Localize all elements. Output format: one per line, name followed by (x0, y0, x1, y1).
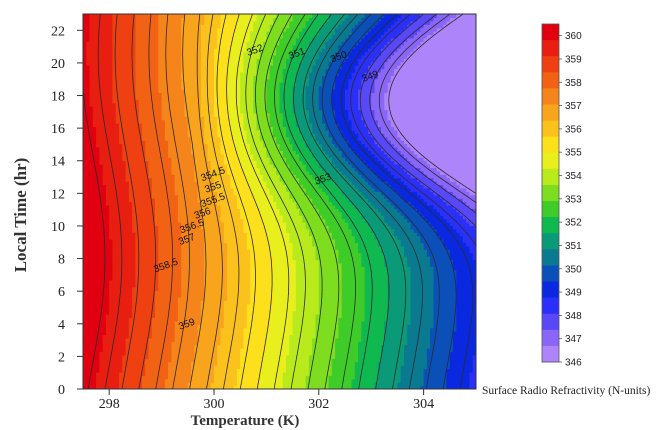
colorbar-tick-label: 347 (565, 334, 582, 345)
contour-line (114, 14, 140, 389)
y-tick-label: 2 (58, 350, 65, 365)
colorbar-swatch (542, 104, 559, 122)
contour-line (245, 14, 306, 389)
colorbar-tick-label: 358 (565, 78, 582, 89)
colorbar-label: Surface Radio Refractivity (N-units) (482, 385, 650, 397)
colorbar-tick-label: 348 (565, 311, 582, 322)
contour-label: 357 (177, 232, 197, 248)
y-tick-label: 12 (51, 187, 65, 202)
colorbar-swatch (542, 201, 559, 218)
colorbar-swatch (542, 233, 559, 250)
colorbar-swatch (542, 313, 559, 331)
y-tick-label: 8 (58, 253, 65, 268)
plot-axes: 298 300 302 304 0 2 4 6 8 10 12 14 16 18 20 22 (51, 13, 477, 412)
y-axis-label: Local Time (hr) (11, 158, 30, 273)
colorbar-swatch (542, 24, 559, 41)
contour-label: 350 (329, 49, 349, 65)
contour-label: 359 (177, 317, 197, 333)
x-axis-label: Temperature (K) (191, 413, 300, 429)
colorbar-swatch (542, 184, 559, 202)
contour-line (350, 14, 476, 247)
colorbar-tick-label: 352 (565, 218, 582, 229)
contour-line (226, 14, 273, 389)
colorbar: 360 359 358 357 356 355 354 353 352 351 350 349 348 3… (541, 23, 582, 369)
y-tick-label: 16 (51, 122, 65, 137)
contour-label: 355 (203, 180, 223, 196)
contour-line (206, 14, 240, 389)
y-tick-label: 10 (51, 220, 65, 235)
x-tick-label: 302 (308, 397, 329, 412)
contour-line (321, 14, 440, 389)
colorbar-swatch (542, 88, 559, 105)
contour-line (312, 14, 423, 389)
contour-line (369, 14, 476, 214)
colorbar-tick-label: 356 (565, 124, 582, 135)
colorbar-tick-label: 353 (565, 194, 582, 205)
colorbar-swatch (542, 56, 559, 73)
colorbar-swatch (542, 281, 559, 299)
contour-label: 352 (245, 43, 265, 59)
colorbar-tick-label: 360 (565, 31, 582, 42)
contour-line (196, 14, 223, 389)
contour-line (131, 14, 157, 389)
colorbar-tick-label: 355 (565, 148, 582, 159)
colorbar-swatch (542, 345, 559, 363)
colorbar-swatch (542, 265, 559, 283)
contour-line (235, 14, 290, 389)
y-tick-label: 6 (58, 285, 65, 300)
x-tick-label: 300 (204, 397, 225, 412)
y-tick-label: 4 (58, 318, 65, 333)
colorbar-swatch (542, 152, 559, 170)
contour-label: 353 (313, 171, 333, 187)
contour-line (293, 14, 390, 389)
contour-line (388, 14, 476, 194)
contour-line (302, 14, 407, 389)
y-tick-label: 0 (58, 383, 65, 398)
colorbar-swatch (542, 136, 559, 154)
colorbar-tick-label: 357 (565, 101, 582, 112)
colorbar-tick-label: 359 (565, 54, 582, 65)
contour-line (283, 14, 373, 389)
contour-line (97, 14, 123, 389)
y-tick-label: 18 (51, 90, 65, 105)
colorbar-swatch (542, 249, 559, 266)
colorbar-tick-label: 354 (565, 171, 582, 182)
colorbar-tick-label: 349 (565, 288, 582, 299)
contour-label: 351 (287, 46, 307, 62)
y-tick-label: 20 (51, 57, 65, 72)
contour-line (274, 14, 356, 389)
colorbar-swatch (542, 297, 559, 315)
contour-line (83, 14, 106, 389)
colorbar-tick-label: 350 (565, 264, 582, 275)
colorbar-tick-label: 351 (565, 241, 582, 252)
colorbar-swatch (542, 329, 559, 347)
x-tick-label: 298 (99, 397, 120, 412)
colorbar-swatch (542, 40, 559, 57)
contour-line (148, 14, 173, 389)
contour-line (264, 14, 340, 389)
contour-line (216, 14, 256, 389)
contour-line (165, 14, 190, 389)
contour-line (340, 14, 474, 389)
contour-line (255, 14, 323, 389)
y-tick-label: 14 (51, 155, 65, 170)
contour-label: 356 (193, 206, 213, 222)
contour-fill-layer (83, 14, 476, 389)
x-tick-label: 304 (413, 397, 434, 412)
contour-line (331, 14, 457, 389)
contour-line (182, 14, 207, 389)
colorbar-tick-label: 346 (565, 358, 582, 369)
contour-line-layer (83, 14, 476, 389)
y-tick-label: 22 (51, 24, 65, 39)
colorbar-swatch (542, 120, 559, 138)
colorbar-swatch (542, 168, 559, 186)
colorbar-swatch (542, 217, 559, 234)
colorbar-swatch (542, 72, 559, 89)
